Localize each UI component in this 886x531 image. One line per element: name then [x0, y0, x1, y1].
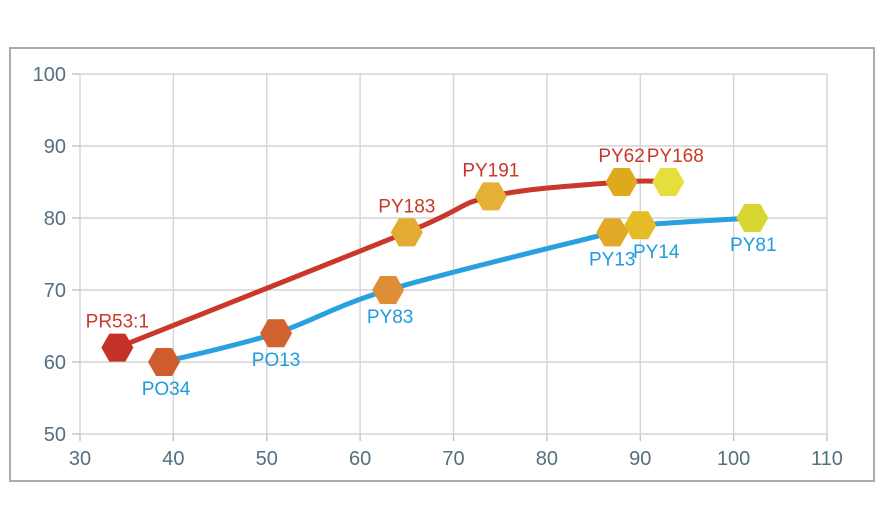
point-marker-PY81: [736, 204, 769, 232]
point-label-PY183: PY183: [378, 196, 435, 217]
y-tick-label-90: 90: [44, 136, 66, 158]
point-label-PO13: PO13: [252, 350, 301, 371]
x-tick-label-60: 60: [349, 448, 371, 470]
x-tick-label-50: 50: [256, 448, 278, 470]
x-tick-label-40: 40: [162, 448, 184, 470]
x-tick-label-30: 30: [69, 448, 91, 470]
y-tick-label-100: 100: [33, 64, 66, 86]
point-marker-PY14: [624, 211, 657, 240]
y-tick-label-80: 80: [44, 208, 66, 230]
point-label-PY168: PY168: [647, 146, 704, 167]
point-label-PY62: PY62: [598, 146, 644, 167]
point-marker-PY83: [372, 276, 405, 304]
point-marker-PY191: [474, 182, 507, 211]
point-marker-PY62: [605, 168, 638, 196]
x-tick-label-80: 80: [536, 448, 558, 470]
point-marker-PY183: [390, 218, 423, 247]
y-tick-label-50: 50: [44, 424, 66, 446]
y-tick-label-70: 70: [44, 280, 66, 302]
x-tick-label-70: 70: [442, 448, 464, 470]
x-tick-label-90: 90: [629, 448, 651, 470]
point-marker-PY168: [652, 168, 685, 196]
point-label-PO34: PO34: [142, 379, 191, 400]
y-tick-label-60: 60: [44, 352, 66, 374]
chart-frame: [9, 47, 875, 482]
point-marker-PO34: [148, 348, 181, 376]
point-label-PR53:1: PR53:1: [86, 312, 149, 333]
point-marker-PR53:1: [101, 333, 134, 362]
point-label-PY13: PY13: [589, 249, 635, 270]
x-tick-label-110: 110: [811, 448, 843, 470]
point-label-PY14: PY14: [633, 242, 680, 263]
point-label-PY191: PY191: [462, 160, 519, 181]
x-tick-label-100: 100: [717, 448, 750, 470]
point-marker-PY13: [596, 218, 629, 247]
point-label-PY83: PY83: [367, 307, 413, 328]
point-label-PY81: PY81: [730, 235, 776, 256]
point-marker-PO13: [260, 319, 293, 348]
